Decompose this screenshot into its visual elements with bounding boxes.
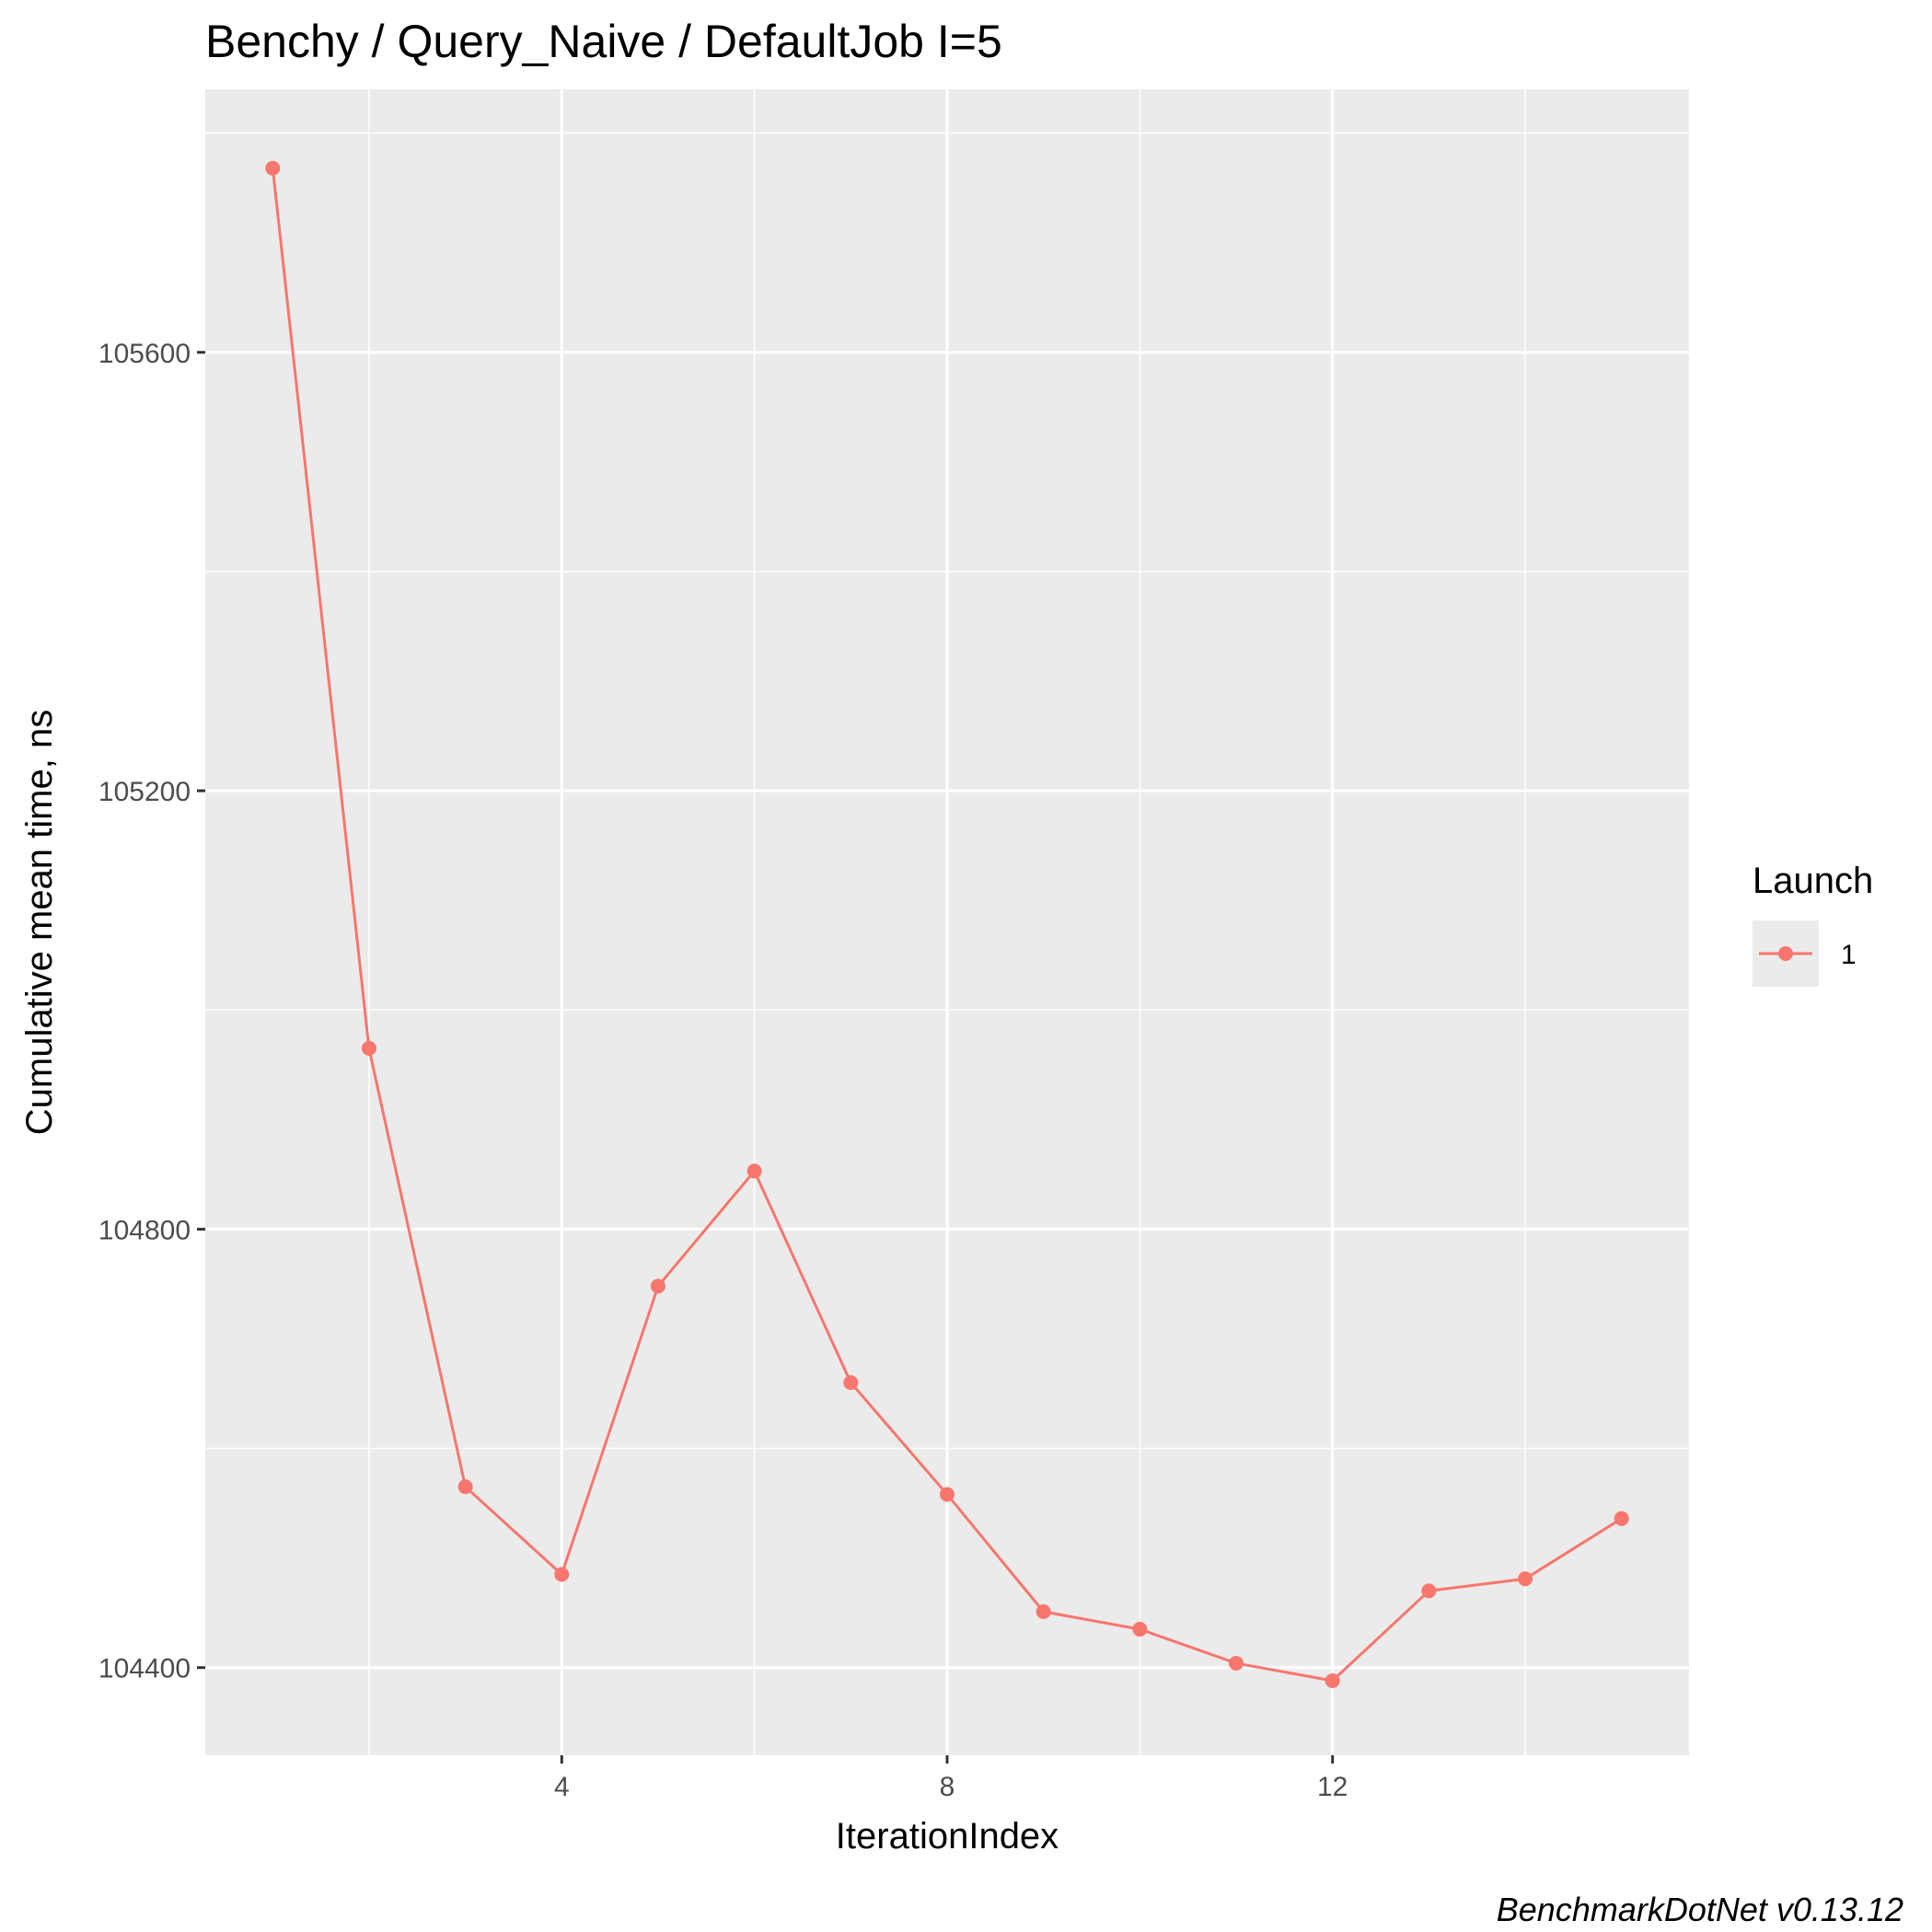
data-point	[1518, 1571, 1533, 1587]
x-tick-label: 12	[1317, 1772, 1348, 1802]
data-point	[746, 1163, 762, 1179]
data-point	[1035, 1604, 1051, 1620]
y-tick-label: 105600	[98, 339, 191, 369]
x-tick-label: 4	[554, 1772, 570, 1802]
data-point	[457, 1479, 473, 1495]
series-layer	[265, 160, 1629, 1689]
data-point	[843, 1375, 859, 1391]
data-point	[554, 1567, 570, 1582]
data-point	[1614, 1510, 1629, 1526]
y-tick-label: 105200	[98, 777, 191, 807]
legend-key-point	[1778, 946, 1793, 961]
y-axis: 104400 104800 105200 105600	[98, 339, 205, 1684]
data-point	[650, 1278, 665, 1294]
data-point	[265, 160, 281, 176]
y-axis-title: Cumulative mean time, ns	[19, 710, 60, 1135]
legend-title: Launch	[1753, 861, 1873, 901]
data-point	[1229, 1655, 1244, 1671]
legend: Launch 1	[1753, 861, 1873, 987]
legend-label-launch-1: 1	[1841, 940, 1857, 970]
data-point	[361, 1040, 376, 1056]
data-point	[1421, 1583, 1437, 1599]
chart-title: Benchy / Query_Naive / DefaultJob I=5	[205, 16, 1002, 67]
y-tick-label: 104400	[98, 1654, 191, 1684]
x-tick-label: 8	[940, 1772, 955, 1802]
x-axis: 4 8 12	[554, 1755, 1348, 1802]
data-point	[1325, 1673, 1340, 1689]
caption: BenchmarkDotNet v0.13.12	[1497, 1891, 1903, 1928]
data-point	[1132, 1622, 1148, 1637]
major-gridlines	[205, 89, 1689, 1755]
data-point	[940, 1487, 954, 1502]
x-axis-title: IterationIndex	[836, 1816, 1059, 1857]
y-tick-label: 104800	[98, 1215, 191, 1245]
